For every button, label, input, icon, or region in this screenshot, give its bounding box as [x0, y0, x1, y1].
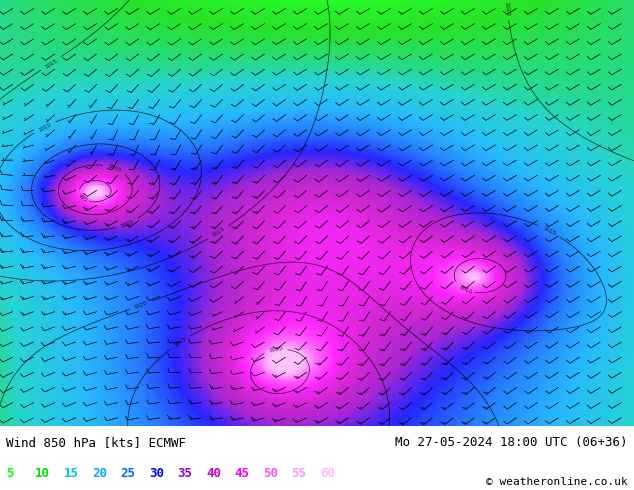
Text: Mo 27-05-2024 18:00 UTC (06+36): Mo 27-05-2024 18:00 UTC (06+36) [395, 436, 628, 449]
Text: 1015: 1015 [542, 225, 557, 236]
Text: 10: 10 [35, 467, 50, 480]
Text: 25: 25 [120, 467, 136, 480]
Text: 1025: 1025 [173, 336, 188, 348]
Text: 35: 35 [178, 467, 193, 480]
Text: 45: 45 [235, 467, 250, 480]
Text: 1005: 1005 [120, 219, 134, 229]
Text: 20: 20 [92, 467, 107, 480]
Text: 1010: 1010 [37, 122, 52, 132]
Text: 1000: 1000 [107, 163, 122, 173]
Text: 1020: 1020 [503, 1, 510, 16]
Text: 1010: 1010 [458, 284, 473, 295]
Text: Wind 850 hPa [kts] ECMWF: Wind 850 hPa [kts] ECMWF [6, 436, 186, 449]
Text: 60: 60 [320, 467, 335, 480]
Text: 1020: 1020 [133, 300, 148, 310]
Text: 995: 995 [77, 193, 89, 203]
Text: 1030: 1030 [268, 346, 283, 353]
Text: 30: 30 [149, 467, 164, 480]
Text: 15: 15 [63, 467, 79, 480]
Text: © weatheronline.co.uk: © weatheronline.co.uk [486, 477, 628, 487]
Text: 1015: 1015 [44, 57, 58, 70]
Text: 55: 55 [292, 467, 307, 480]
Text: 40: 40 [206, 467, 221, 480]
Text: 50: 50 [263, 467, 278, 480]
Text: 5: 5 [6, 467, 14, 480]
Text: 1015: 1015 [211, 226, 226, 238]
